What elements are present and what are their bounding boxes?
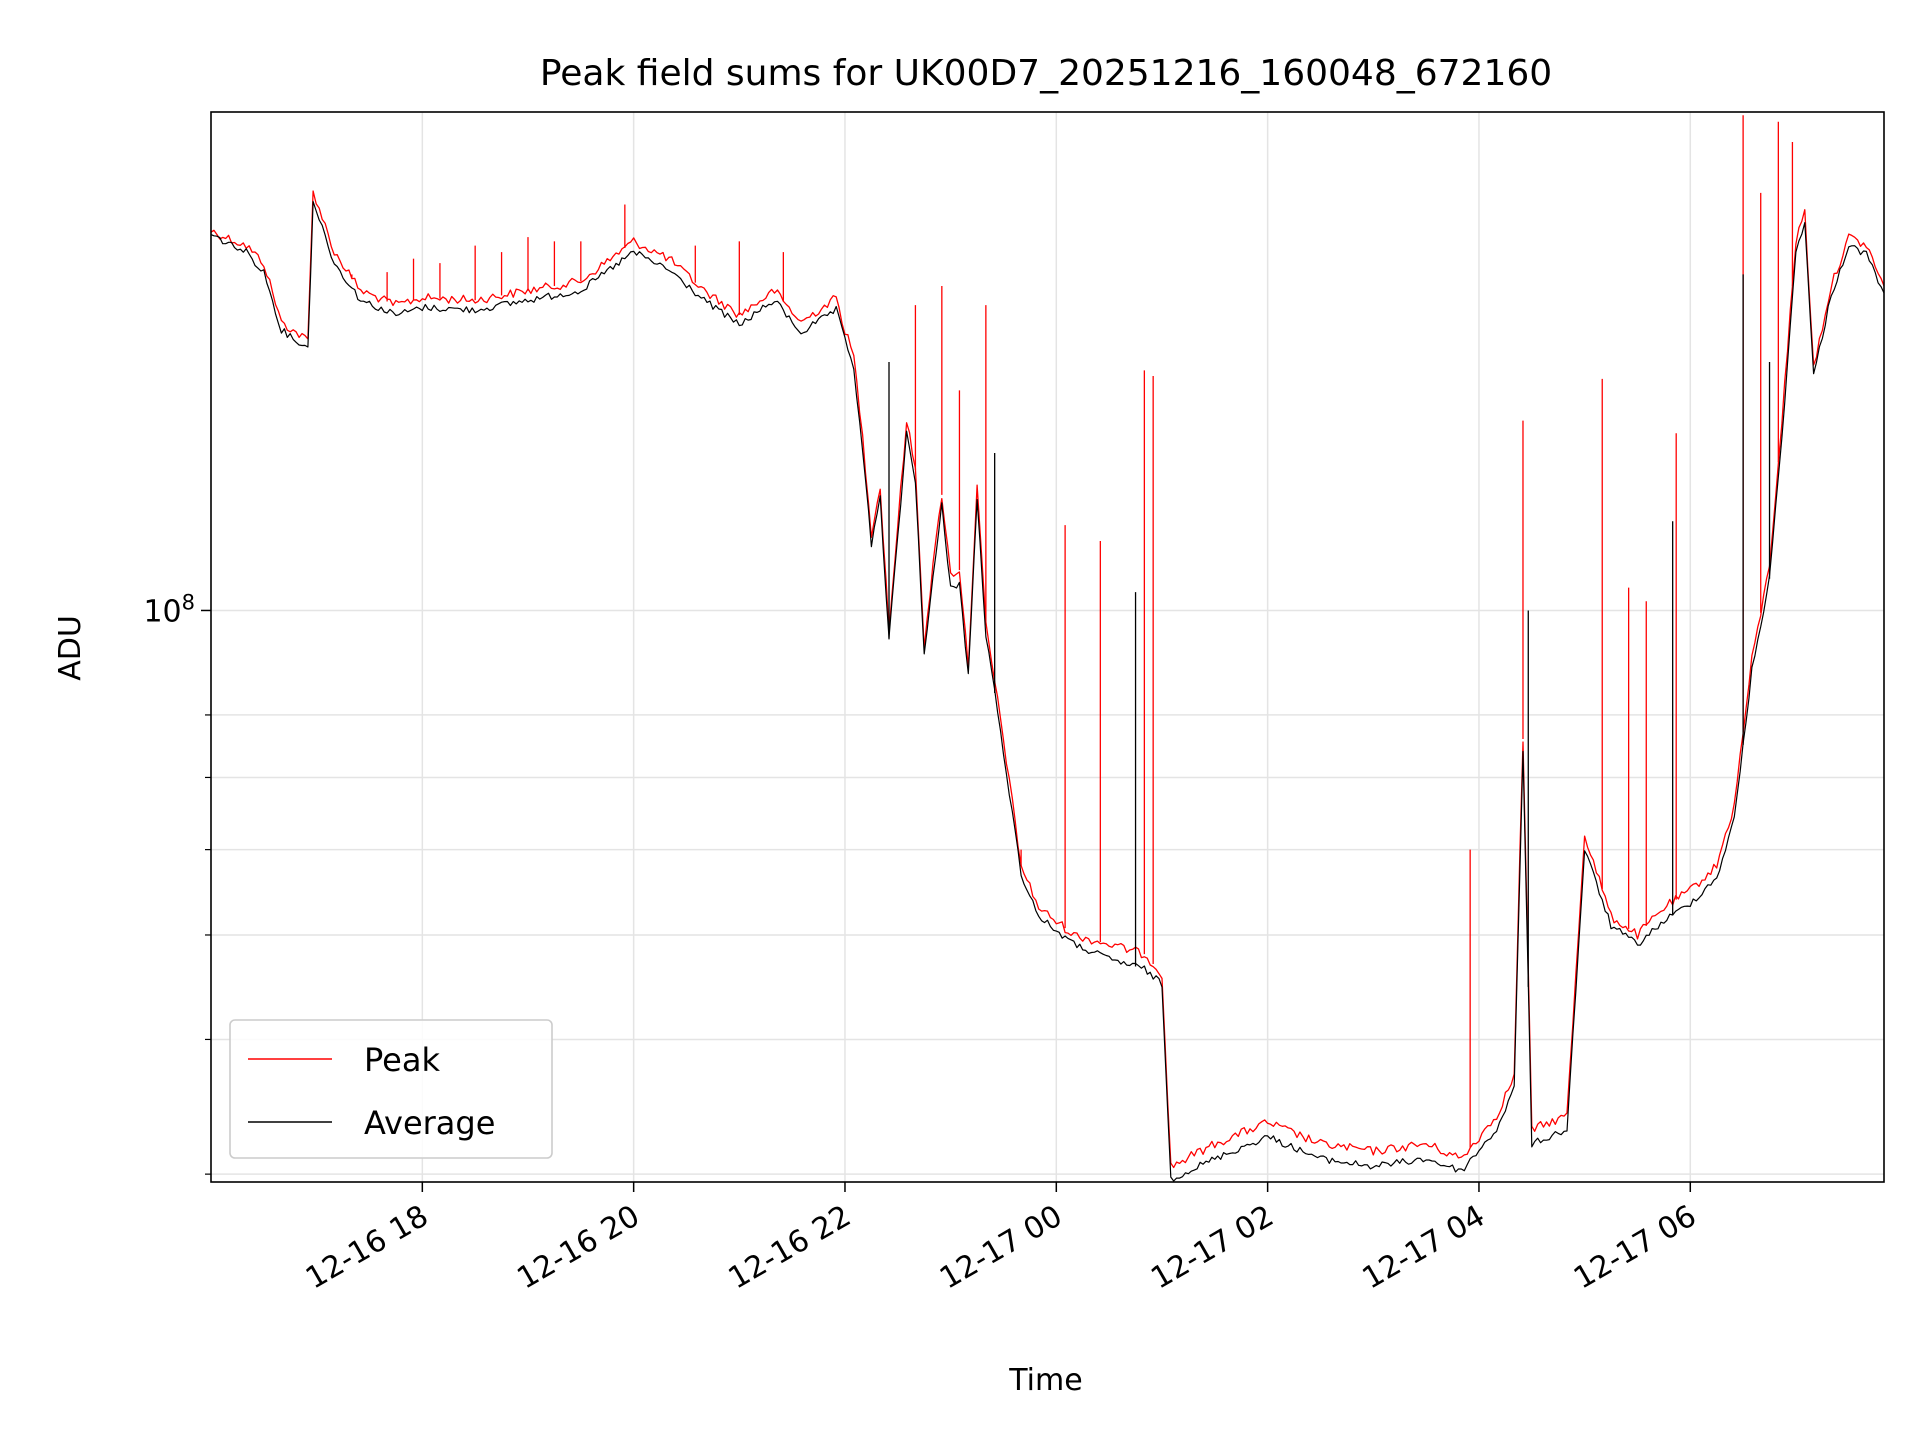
y-tick-label: 108 [143,590,195,629]
series-line-peak [210,190,1885,1169]
legend-label-average: Average [364,1104,495,1142]
legend: Peak Average [229,1019,553,1159]
x-axis-label: Time [1008,1363,1082,1398]
legend-label-peak: Peak [364,1041,440,1079]
y-axis-label: ADU [53,615,88,681]
chart-title: Peak field sums for UK00D7_20251216_1600… [540,53,1552,94]
grid [211,112,1884,1182]
y-axis: 108 [143,590,211,1175]
legend-box [229,1019,553,1159]
series-line-average [210,200,1885,1182]
plot-frame [210,111,1885,1183]
series-layer [210,115,1885,1182]
